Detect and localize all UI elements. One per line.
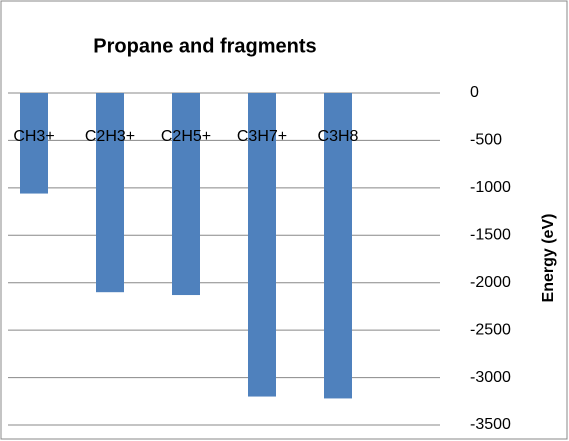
bar [324, 93, 352, 399]
y-tick-label: -1000 [470, 179, 511, 196]
y-tick-label: -3500 [470, 416, 511, 433]
y-tick-label: -3000 [470, 369, 511, 386]
y-tick-label: -1500 [470, 227, 511, 244]
x-tick-label: C2H3+ [85, 128, 135, 145]
x-tick-label: CH3+ [13, 128, 54, 145]
y-tick-label: -2000 [470, 274, 511, 291]
bar [248, 93, 276, 397]
y-axis-label: Energy (eV) [540, 214, 557, 303]
bar [20, 93, 48, 194]
bar [172, 93, 200, 296]
y-tick-label: 0 [470, 84, 479, 101]
x-tick-label: C2H5+ [161, 128, 211, 145]
x-tick-label: C3H8 [318, 128, 359, 145]
y-tick-label: -2500 [470, 321, 511, 338]
bar [96, 93, 124, 293]
chart-title: Propane and fragments [93, 35, 316, 57]
x-tick-label: C3H7+ [237, 128, 287, 145]
y-tick-label: -500 [470, 132, 502, 149]
